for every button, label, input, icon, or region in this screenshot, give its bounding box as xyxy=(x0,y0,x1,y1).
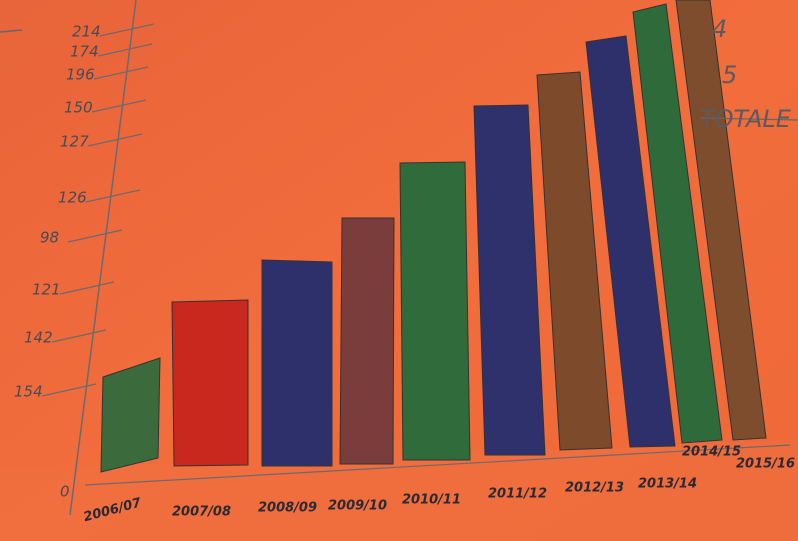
bar xyxy=(675,0,767,441)
bar xyxy=(261,259,333,467)
bar xyxy=(399,161,471,461)
axis-label: 214 xyxy=(72,23,101,41)
axis-tick xyxy=(41,383,97,397)
legend-label: 4 xyxy=(712,15,727,43)
bar xyxy=(585,35,676,448)
axis-label: 0 xyxy=(60,483,70,501)
bars xyxy=(100,0,767,473)
axis-tick xyxy=(91,99,147,113)
axis-label: 127 xyxy=(60,133,89,151)
bar xyxy=(339,217,395,465)
category-label: 2013/14 xyxy=(638,477,697,492)
x-axis xyxy=(84,444,791,486)
bar xyxy=(100,357,161,473)
axis-label: 142 xyxy=(24,329,53,347)
category-label: 2007/08 xyxy=(172,505,231,520)
category-label: 2010/11 xyxy=(402,493,461,508)
legend-label: 5 xyxy=(722,61,737,89)
category-label: 2008/09 xyxy=(258,501,317,516)
axis-tick xyxy=(97,43,153,57)
axis-tick xyxy=(99,23,155,37)
category-label: 2015/16 xyxy=(736,457,795,472)
category-label: 2014/15 xyxy=(682,445,741,460)
axis-tick xyxy=(85,189,141,203)
axis-tick xyxy=(87,133,143,147)
axis-tick xyxy=(51,329,107,343)
legend-label: TOTALE xyxy=(700,105,792,133)
category-label: 2011/12 xyxy=(488,487,547,502)
category-label: 2009/10 xyxy=(328,499,387,514)
axis-tick xyxy=(59,281,115,295)
axis-label: 196 xyxy=(66,66,95,84)
stroke xyxy=(0,29,23,33)
axis-tick xyxy=(93,66,149,80)
axis-label: 126 xyxy=(58,189,87,207)
axis-tick xyxy=(67,229,123,243)
bar xyxy=(536,71,613,451)
y-axis xyxy=(69,0,137,516)
axis-label: 150 xyxy=(64,99,93,117)
axis-label: 154 xyxy=(14,383,43,401)
bar xyxy=(473,104,546,456)
axis-label: 174 xyxy=(70,43,99,61)
axis-label: 121 xyxy=(32,281,61,299)
axis-label: 98 xyxy=(40,229,59,247)
bar xyxy=(171,299,249,467)
bar xyxy=(632,3,723,444)
category-label: 2012/13 xyxy=(565,481,624,496)
stroke xyxy=(699,117,798,121)
